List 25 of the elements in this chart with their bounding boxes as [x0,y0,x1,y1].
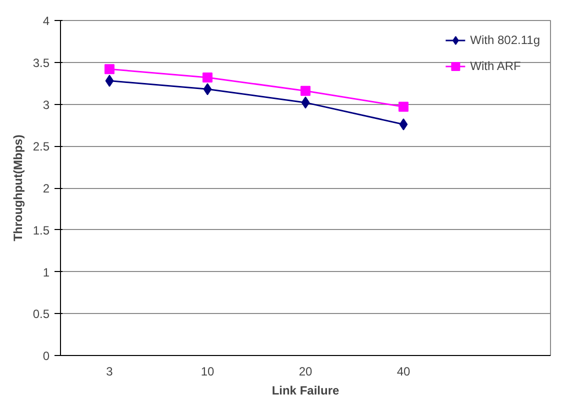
point [399,118,408,130]
point [300,86,310,96]
point [105,74,114,87]
legend-label: With ARF [470,59,521,73]
point [301,96,310,109]
y-tick-label: 0.5 [32,307,50,322]
y-tick-label: 1 [42,265,50,280]
point [202,72,212,82]
x-tick-label: 40 [396,364,410,378]
x-tick-label: 20 [298,364,312,378]
x-tick-label: 3 [106,364,114,378]
x-axis-title: Link Failure [272,384,340,398]
y-tick-label: 3.5 [32,56,50,70]
y-axis-title: Throughput(Mbps) [10,134,25,242]
y-tick-label: 3 [42,98,50,112]
legend-label: With 802.11g [470,33,540,47]
point [203,83,212,96]
y-tick-label: 0 [42,349,50,363]
y-tick-label: 1.5 [32,223,50,238]
y-tick-label: 4 [42,14,50,28]
y-tick-label: 2.5 [32,140,50,154]
x-tick-label: 10 [200,364,214,378]
point [104,64,114,74]
y-tick-label: 2 [42,182,50,196]
point [398,102,408,112]
